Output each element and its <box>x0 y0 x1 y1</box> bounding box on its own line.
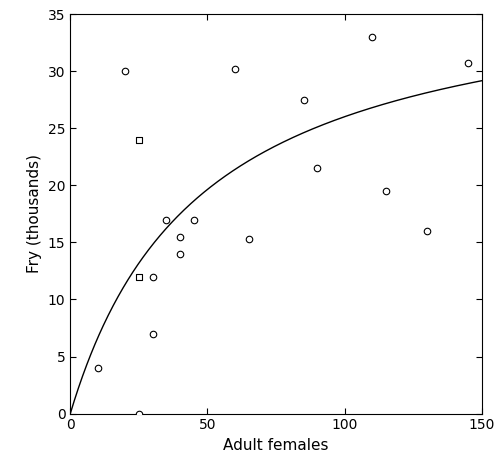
Point <box>148 330 156 337</box>
Point <box>121 67 129 75</box>
Point <box>135 136 143 143</box>
X-axis label: Adult females: Adult females <box>223 438 328 453</box>
Point <box>367 33 375 41</box>
Point <box>230 65 238 73</box>
Point <box>422 227 430 235</box>
Point <box>162 216 170 223</box>
Point <box>313 164 321 172</box>
Y-axis label: Fry (thousands): Fry (thousands) <box>27 154 42 274</box>
Point <box>94 364 102 372</box>
Point <box>176 250 184 258</box>
Point <box>381 187 389 195</box>
Point <box>299 96 307 103</box>
Point <box>135 273 143 281</box>
Point <box>148 273 156 281</box>
Point <box>463 59 471 67</box>
Point <box>135 410 143 417</box>
Point <box>189 216 197 223</box>
Point <box>244 235 252 243</box>
Point <box>176 233 184 241</box>
